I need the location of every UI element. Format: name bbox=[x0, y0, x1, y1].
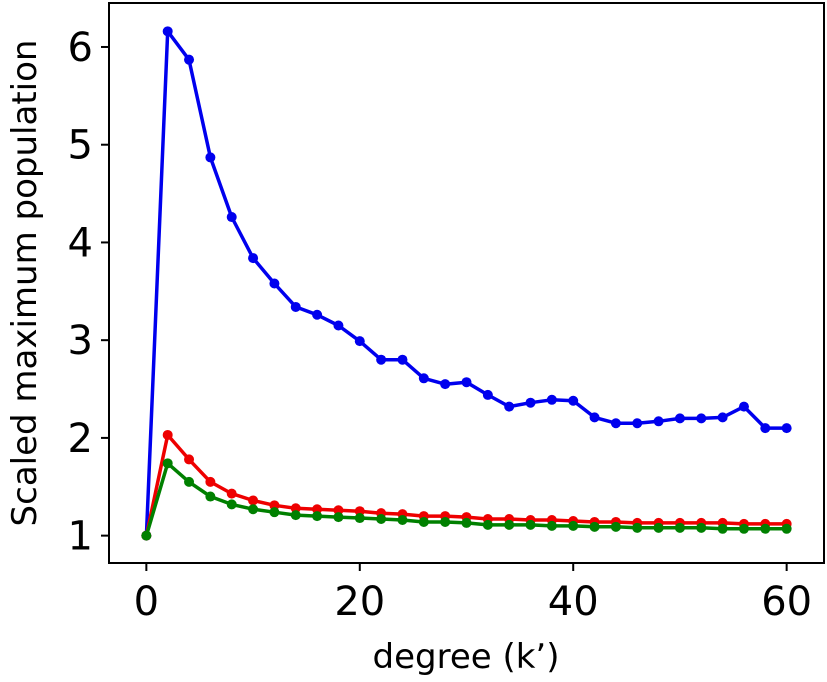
data-point bbox=[674, 413, 685, 424]
x-tick-label: 60 bbox=[761, 579, 812, 625]
data-point bbox=[333, 320, 344, 331]
data-point bbox=[504, 519, 515, 530]
y-tick-label: 3 bbox=[68, 318, 93, 364]
data-point bbox=[184, 454, 195, 465]
data-point bbox=[738, 523, 749, 534]
data-point bbox=[418, 373, 429, 384]
data-point bbox=[333, 505, 344, 516]
data-point bbox=[674, 522, 685, 533]
data-point bbox=[226, 488, 237, 499]
data-point bbox=[781, 523, 792, 534]
data-point bbox=[290, 510, 301, 521]
data-point bbox=[290, 301, 301, 312]
data-point bbox=[205, 491, 216, 502]
data-point bbox=[482, 519, 493, 530]
data-point bbox=[760, 523, 771, 534]
data-point bbox=[312, 504, 323, 515]
data-point bbox=[653, 416, 664, 427]
data-point bbox=[482, 389, 493, 400]
data-point bbox=[717, 523, 728, 534]
data-point bbox=[184, 54, 195, 65]
series-1 bbox=[141, 26, 792, 541]
data-point bbox=[632, 418, 643, 429]
data-point bbox=[760, 423, 771, 434]
data-point bbox=[525, 519, 536, 530]
data-point bbox=[269, 278, 280, 289]
data-point bbox=[205, 152, 216, 163]
data-point bbox=[461, 377, 472, 388]
data-point bbox=[610, 418, 621, 429]
data-point bbox=[248, 253, 259, 264]
data-point bbox=[397, 354, 408, 365]
data-point bbox=[162, 26, 173, 37]
data-point bbox=[589, 412, 600, 423]
data-point bbox=[546, 520, 557, 531]
data-point bbox=[504, 401, 515, 412]
data-point bbox=[376, 514, 387, 525]
data-point bbox=[440, 379, 451, 390]
data-point bbox=[312, 309, 323, 320]
data-point bbox=[248, 495, 259, 506]
data-point bbox=[205, 476, 216, 487]
y-axis-label: Scaled maximum population bbox=[5, 40, 45, 527]
data-point bbox=[418, 516, 429, 527]
y-tick-label: 6 bbox=[68, 25, 93, 71]
data-point bbox=[162, 458, 173, 469]
series-group bbox=[141, 26, 792, 541]
data-point bbox=[354, 506, 365, 517]
data-point bbox=[696, 413, 707, 424]
data-point bbox=[162, 429, 173, 440]
data-point bbox=[610, 521, 621, 532]
data-point bbox=[226, 499, 237, 510]
data-point bbox=[653, 522, 664, 533]
x-tick-label: 40 bbox=[548, 579, 599, 625]
series-3 bbox=[141, 458, 792, 541]
data-point bbox=[141, 530, 152, 541]
data-point bbox=[568, 395, 579, 406]
data-point bbox=[290, 503, 301, 514]
data-point bbox=[397, 514, 408, 525]
data-point bbox=[333, 512, 344, 523]
data-point bbox=[269, 500, 280, 511]
data-point bbox=[717, 412, 728, 423]
plot-frame bbox=[108, 2, 825, 564]
data-point bbox=[738, 401, 749, 412]
data-point bbox=[354, 513, 365, 524]
series-line bbox=[144, 29, 787, 536]
data-point bbox=[248, 504, 259, 515]
data-point bbox=[312, 511, 323, 522]
data-point bbox=[440, 516, 451, 527]
data-point bbox=[525, 397, 536, 408]
y-tick-label: 1 bbox=[68, 514, 93, 560]
data-point bbox=[589, 521, 600, 532]
data-point bbox=[546, 394, 557, 405]
data-point bbox=[376, 354, 387, 365]
y-tick-label: 2 bbox=[68, 416, 93, 462]
data-point bbox=[269, 507, 280, 518]
data-point bbox=[226, 212, 237, 223]
x-axis-label: degree (k’) bbox=[373, 637, 560, 677]
data-point bbox=[184, 476, 195, 487]
data-point bbox=[461, 517, 472, 528]
axis-ticks: 0 20 40 60 1 2 3 4 5 6 bbox=[68, 25, 813, 625]
x-tick-label: 0 bbox=[134, 579, 159, 625]
data-point bbox=[568, 520, 579, 531]
y-tick-label: 4 bbox=[68, 220, 93, 266]
data-point bbox=[632, 522, 643, 533]
data-point bbox=[354, 336, 365, 347]
data-point bbox=[781, 423, 792, 434]
data-point bbox=[696, 522, 707, 533]
y-tick-label: 5 bbox=[68, 123, 93, 169]
x-tick-label: 20 bbox=[334, 579, 385, 625]
